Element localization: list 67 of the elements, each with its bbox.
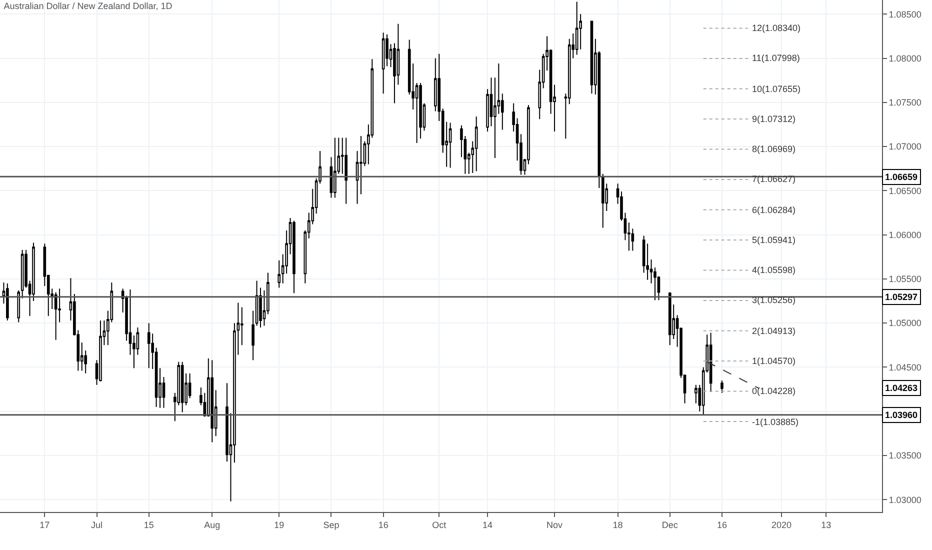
candlestick (601, 173, 604, 228)
candlestick (720, 380, 724, 394)
annotation: 1.04263 (885, 383, 918, 393)
ref-line-label: 1.03960 (885, 410, 918, 420)
annotation: 2(1.04913) (752, 326, 796, 336)
x-tick-label: Oct (432, 520, 447, 530)
candlestick (210, 360, 214, 443)
annotation: 10(1.07655) (752, 84, 801, 94)
x-tick-label: 19 (274, 520, 284, 530)
x-tick-label: 18 (612, 520, 623, 530)
candlestick (419, 82, 422, 140)
y-tick-label: 1.05000 (888, 318, 922, 328)
annotation: 0(1.04228) (752, 386, 796, 396)
ref-line-label: 1.06659 (885, 172, 918, 182)
x-tick-label: 13 (821, 520, 832, 530)
annotation: 6(1.06284) (752, 205, 796, 215)
candlestick (252, 310, 254, 361)
x-tick-label: Nov (546, 520, 564, 530)
candlestick (334, 137, 336, 198)
candlestick (668, 292, 672, 346)
x-tick-label: Sep (323, 520, 340, 530)
annotation: 8(1.06969) (752, 144, 796, 154)
annotation: -1(1.03885) (752, 417, 799, 427)
y-tick-label: 1.05500 (888, 274, 922, 284)
annotation: 12(1.08340) (752, 23, 801, 33)
x-tick-label: 17 (40, 520, 50, 530)
candlestick (54, 292, 58, 340)
annotation: 1(1.04570) (752, 356, 796, 366)
annotation: 11(1.07998) (752, 53, 800, 63)
x-tick-label: Dec (662, 520, 678, 530)
ref-line-label: 1.05297 (885, 292, 918, 302)
candlestick (255, 280, 258, 326)
y-tick-label: 1.03500 (888, 450, 922, 461)
y-tick-label: 1.07500 (888, 98, 922, 108)
x-tick-label: 16 (716, 520, 727, 530)
y-tick-label: 1.04500 (888, 362, 922, 372)
candlestick (6, 282, 9, 321)
candlestick (17, 290, 20, 323)
y-tick-label: 1.03000 (888, 494, 922, 505)
y-tick-label: 1.07000 (888, 142, 922, 152)
x-tick-label: Aug (204, 520, 220, 530)
annotation: 9(1.07312) (752, 114, 796, 124)
candlestick (180, 361, 184, 413)
x-tick-label: 16 (378, 520, 388, 530)
y-tick-label: 1.06000 (888, 230, 922, 240)
y-tick-label: 1.08500 (888, 9, 922, 20)
y-tick-label: 1.08000 (888, 53, 922, 64)
candlestick (147, 322, 150, 369)
candlestick (292, 220, 296, 294)
x-tick-label: 2020 (772, 520, 792, 530)
chart-title: Australian Dollar / New Zealand Dollar, 1D (4, 1, 173, 12)
annotation: 3(1.05256) (752, 295, 796, 305)
candlestick (474, 116, 478, 172)
annotation: 5(1.05941) (752, 235, 796, 245)
candlestick (382, 32, 385, 94)
candlestick (344, 137, 348, 204)
x-tick-label: Jul (91, 520, 103, 530)
candlestick (20, 249, 24, 299)
candlestick (99, 320, 102, 382)
candlestick (448, 122, 452, 168)
annotation: 4(1.05598) (752, 265, 796, 275)
candlestick (590, 20, 594, 94)
candlestick (709, 332, 712, 392)
x-tick-label: 14 (482, 520, 493, 530)
candlestick (278, 260, 281, 288)
y-tick-label: 1.06500 (888, 186, 922, 196)
x-tick-label: 15 (144, 520, 154, 530)
